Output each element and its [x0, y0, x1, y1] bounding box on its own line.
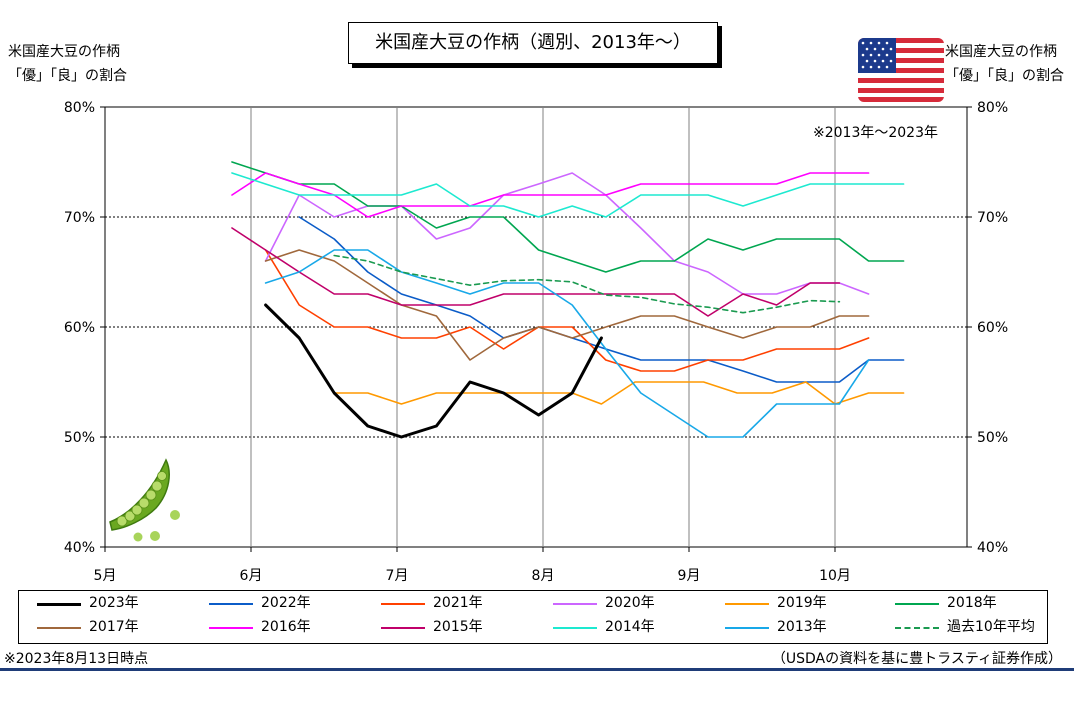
x-tick-label: 5月: [94, 568, 117, 584]
soybean-pod-icon: [100, 452, 190, 548]
legend: 2023年 2022年 2021年 2020年 2019年 2018年 2017年 2016年…: [18, 590, 1048, 644]
legend-label: 2016年: [261, 619, 311, 635]
footnote-source: （USDAの資料を基に豊トラスティ証券作成）: [771, 651, 1062, 667]
right-axis-caption-line-2: 「優」「良」の割合: [945, 68, 1064, 84]
series-line-過去10年平均: [333, 254, 841, 314]
legend-label: 2014年: [605, 619, 655, 635]
left-axis-caption-line-2: 「優」「良」の割合: [8, 68, 127, 84]
legend-label: 2022年: [261, 595, 311, 611]
series-line-2021年: [264, 249, 870, 372]
series-line-2014年: [231, 172, 905, 218]
series-line-2018年: [231, 161, 905, 273]
y-tick-label-right: 40%: [977, 540, 1008, 556]
x-tick-label: 9月: [678, 568, 701, 584]
chart-title: 米国産大豆の作柄（週別、2013年～）: [348, 22, 718, 64]
y-tick-label-left: 50%: [64, 430, 95, 446]
series-line-2013年: [264, 249, 870, 438]
legend-swatch: [209, 603, 253, 605]
legend-label: 2013年: [777, 619, 827, 635]
x-tick-label: 10月: [819, 568, 851, 584]
y-tick-label-left: 60%: [64, 320, 95, 336]
series-line-2023年: [264, 303, 603, 439]
legend-swatch: [37, 603, 81, 606]
x-tick-label: 8月: [532, 568, 555, 584]
series-line-2017年: [264, 249, 870, 361]
legend-label: 2018年: [947, 595, 997, 611]
left-axis-caption: 米国産大豆の作柄 「優」「良」の割合: [8, 40, 127, 88]
legend-swatch: [725, 603, 769, 605]
legend-swatch: [725, 627, 769, 629]
legend-swatch: [37, 627, 81, 629]
series-line-2016年: [231, 172, 870, 218]
y-tick-label-left: 70%: [64, 210, 95, 226]
legend-label: 2021年: [433, 595, 483, 611]
x-tick-label: 6月: [240, 568, 263, 584]
legend-label: 2015年: [433, 619, 483, 635]
legend-swatch: [209, 627, 253, 629]
legend-swatch: [895, 627, 939, 629]
y-tick-label-left: 80%: [64, 100, 95, 116]
legend-label: 2019年: [777, 595, 827, 611]
legend-label: 過去10年平均: [947, 619, 1035, 635]
bottom-rule: [0, 668, 1074, 671]
series-line-2022年: [298, 216, 905, 383]
series-line-2019年: [333, 381, 905, 405]
legend-swatch: [381, 603, 425, 605]
legend-swatch: [553, 603, 597, 605]
legend-label: 2020年: [605, 595, 655, 611]
y-tick-label-right: 50%: [977, 430, 1008, 446]
series-line-2015年: [231, 227, 841, 317]
legend-label: 2023年: [89, 595, 139, 611]
y-tick-label-left: 40%: [64, 540, 95, 556]
left-axis-caption-line-1: 米国産大豆の作柄: [8, 44, 120, 60]
right-axis-caption-line-1: 米国産大豆の作柄: [945, 44, 1057, 60]
us-flag-icon: [858, 38, 944, 102]
legend-swatch: [381, 627, 425, 629]
legend-swatch: [553, 627, 597, 629]
y-tick-label-right: 80%: [977, 100, 1008, 116]
x-tick-label: 7月: [386, 568, 409, 584]
legend-label: 2017年: [89, 619, 139, 635]
footnote-date: ※2023年8月13日時点: [4, 651, 149, 667]
range-note: ※2013年～2023年: [813, 125, 938, 141]
y-tick-label-right: 70%: [977, 210, 1008, 226]
legend-swatch: [895, 603, 939, 605]
right-axis-caption: 米国産大豆の作柄 「優」「良」の割合: [945, 40, 1064, 88]
y-tick-label-right: 60%: [977, 320, 1008, 336]
